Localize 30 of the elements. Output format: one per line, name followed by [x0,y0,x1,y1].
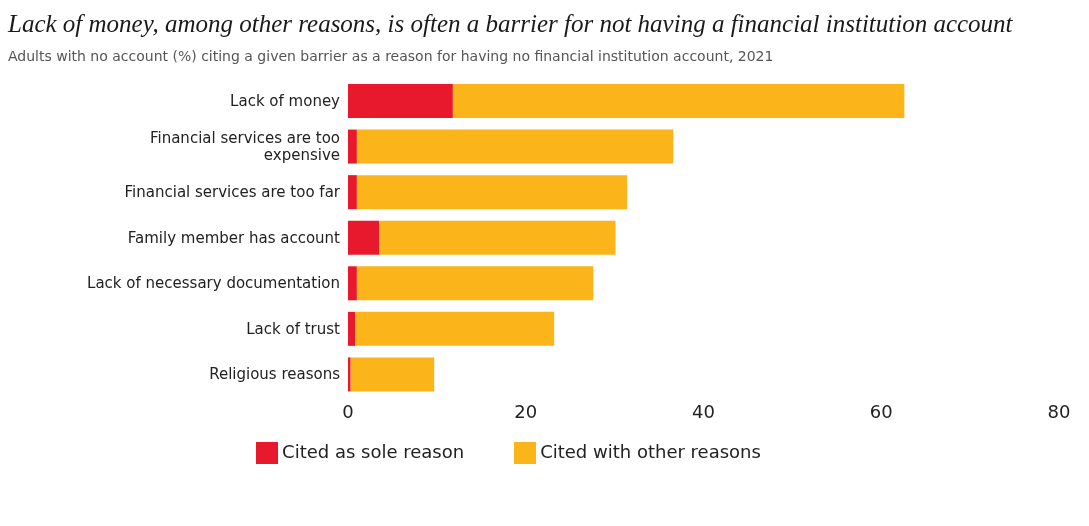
bar [348,84,453,118]
chart-title: Lack of money, among other reasons, is often a barrier for not having a financial institution account [8,9,1014,39]
x-tick-label: 60 [869,400,893,422]
y-tick-label: Religious reasons [209,365,341,384]
legend-label: Cited with other reasons [540,441,761,462]
x-tick-label: 80 [1047,400,1071,422]
y-tick-label: Financial services are too expensive [149,128,340,164]
y-tick-label: Lack of trust [246,319,341,338]
legend-label: Cited as sole reason [282,441,465,462]
chart-subtitle: Adults with no account (%) citing a given barrier as a reason for having no financial institution account, 2021 [8,48,775,64]
bar [356,266,594,301]
y-tick-label: Lack of necessary documentation [87,274,340,293]
x-tick-label: 0 [342,400,354,422]
bar [348,129,357,164]
bar [348,357,351,392]
x-tick-label: 40 [692,400,715,422]
bar [350,357,435,392]
bar [452,84,905,118]
y-tick-label: Lack of money [230,91,341,110]
bar [348,311,356,346]
bar [348,266,357,301]
bar [356,175,628,210]
bar [379,220,616,255]
x-tick-label: 20 [514,400,538,422]
bar [348,175,357,210]
y-tick-label: Financial services are too far [124,182,341,201]
bar [356,129,674,164]
bar [348,220,380,255]
bar [355,311,555,346]
y-tick-label: Family member has account [127,228,341,247]
